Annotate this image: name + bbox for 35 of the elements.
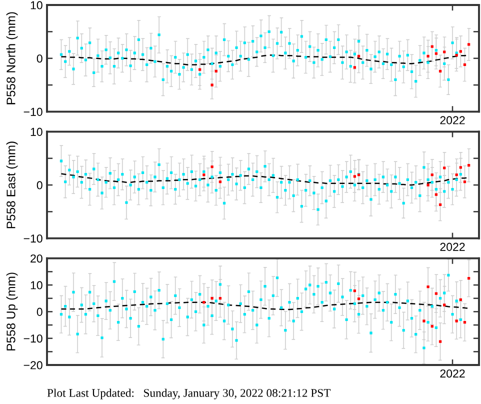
y-tick-label: 0 — [36, 308, 42, 316]
y-tick-label: 20 — [30, 254, 42, 263]
x-tick-label: 2022 — [440, 242, 465, 251]
y-tick-label: −10 — [24, 234, 42, 243]
point — [434, 52, 438, 55]
point — [422, 320, 426, 322]
y-tick-label: −10 — [24, 334, 42, 343]
y-tick-label: −20 — [24, 361, 42, 370]
point — [467, 43, 470, 46]
y-axis-title: P558 Up (mm) — [6, 272, 18, 350]
y-tick-label: 0 — [36, 181, 42, 190]
y-tick-label: −10 — [24, 108, 42, 116]
point — [443, 304, 446, 306]
y-tick-label: 0 — [36, 54, 42, 63]
point — [443, 166, 446, 170]
point — [353, 175, 356, 178]
point — [426, 184, 430, 186]
point — [210, 297, 214, 300]
point — [438, 340, 442, 343]
x-tick-label: 2022 — [440, 369, 465, 378]
y-tick-label: 10 — [30, 281, 42, 290]
point — [210, 84, 214, 86]
y-axis-title: P558 North (mm) — [6, 12, 18, 104]
x-tick-label: 2022 — [440, 116, 465, 124]
text: Plot Last Updated: Sunday, January 30, 2022 08:21:12 PST — [47, 388, 331, 400]
point — [455, 320, 458, 322]
point — [426, 286, 430, 288]
point — [198, 68, 202, 71]
point — [443, 50, 446, 54]
y-tick-label: 10 — [30, 128, 42, 136]
y-axis-title: P558 East (mm) — [6, 142, 18, 228]
point — [434, 292, 438, 295]
y-tick-label: 10 — [30, 1, 42, 10]
point — [210, 166, 214, 168]
point — [426, 54, 430, 58]
